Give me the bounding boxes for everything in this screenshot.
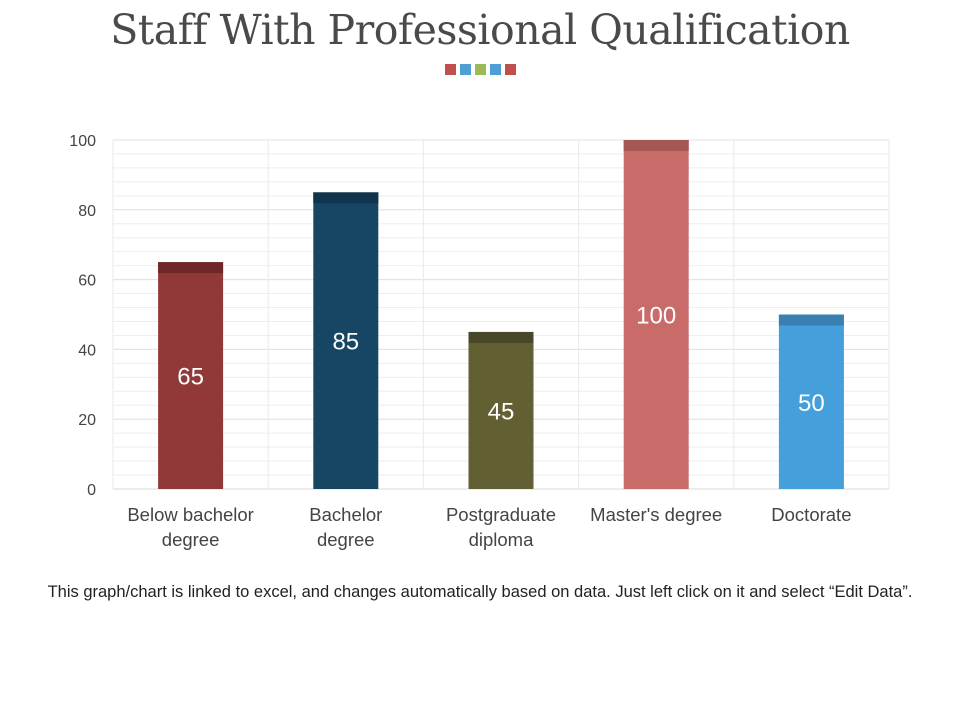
slide-title: Staff With Professional Qualification bbox=[110, 6, 850, 54]
y-tick-label: 40 bbox=[78, 342, 96, 359]
bar-cap bbox=[778, 314, 844, 326]
bar-cap bbox=[468, 331, 534, 343]
bar bbox=[158, 262, 224, 489]
data-label: 100 bbox=[636, 303, 676, 330]
bar bbox=[623, 140, 689, 489]
bar bbox=[778, 314, 844, 489]
data-label: 85 bbox=[332, 329, 359, 356]
y-tick-label: 20 bbox=[78, 412, 96, 429]
decor-square bbox=[489, 64, 501, 75]
data-label: 45 bbox=[488, 398, 515, 425]
x-tick-label: diploma bbox=[469, 529, 534, 550]
x-tick-label: degree bbox=[162, 529, 220, 550]
y-tick-label: 60 bbox=[78, 273, 96, 290]
footnote-text: This graph/chart is linked to excel, and… bbox=[47, 583, 913, 601]
title-decoration bbox=[0, 64, 960, 75]
x-tick-label: Below bachelor bbox=[127, 504, 254, 525]
data-label: 65 bbox=[177, 364, 204, 391]
x-tick-label: Master's degree bbox=[590, 504, 722, 525]
decor-square bbox=[459, 64, 471, 75]
bar-cap bbox=[158, 262, 224, 274]
bar-cap bbox=[623, 140, 689, 151]
decor-square bbox=[444, 64, 456, 75]
y-tick-label: 100 bbox=[69, 133, 96, 150]
bar bbox=[468, 331, 534, 489]
y-tick-label: 0 bbox=[87, 482, 96, 499]
y-tick-label: 80 bbox=[78, 203, 96, 220]
x-tick-label: Doctorate bbox=[771, 504, 851, 525]
bar-cap bbox=[313, 192, 379, 204]
decor-square bbox=[504, 64, 516, 75]
x-tick-label: Bachelor bbox=[309, 504, 382, 525]
x-tick-label: degree bbox=[317, 529, 375, 550]
x-tick-label: Postgraduate bbox=[446, 504, 556, 525]
bar bbox=[313, 192, 379, 489]
data-label: 50 bbox=[798, 390, 825, 417]
decor-square bbox=[474, 64, 486, 75]
